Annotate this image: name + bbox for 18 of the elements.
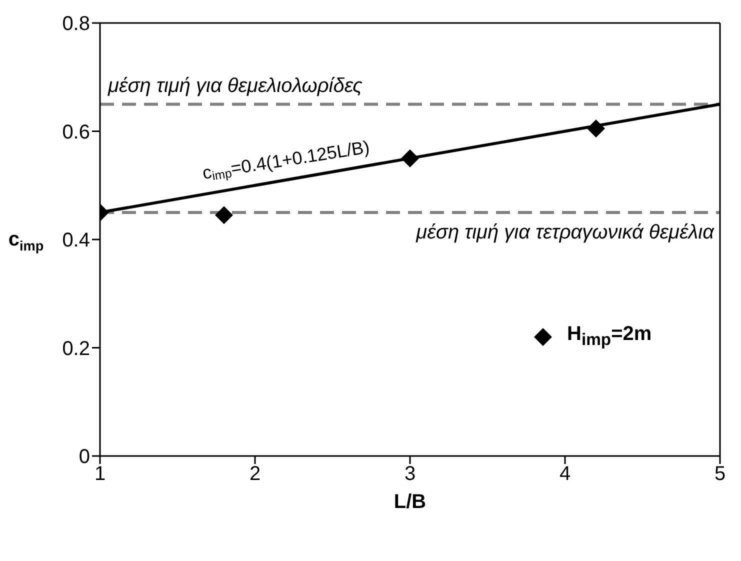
point: [215, 206, 233, 224]
legend-label: H$_{imp}$=2m: [567, 323, 652, 350]
ref-line-label: μέση τιμή για τετραγωνικά θεμέλια: [415, 221, 715, 244]
ref-line-label: μέση τιμή για θεμελιολωρίδες: [107, 75, 363, 98]
x-tick-label: 3: [404, 463, 416, 486]
y-tick-label: 0.4: [62, 230, 90, 252]
y-tick-label: 0.6: [62, 121, 90, 144]
x-tick-label: 2: [249, 463, 261, 486]
x-tick-label: 4: [559, 463, 571, 486]
x-tick-label: 5: [714, 463, 726, 486]
y-tick-label: 0.2: [62, 338, 90, 360]
y-tick-label: 0.8: [62, 13, 90, 36]
y-axis-title: c$_{imp}$: [8, 228, 44, 254]
point: [587, 120, 605, 138]
point: [401, 149, 419, 168]
x-axis-title: L/B: [394, 491, 426, 513]
y-tick-label: 0: [78, 446, 90, 468]
x-tick-label: 1: [94, 463, 106, 486]
